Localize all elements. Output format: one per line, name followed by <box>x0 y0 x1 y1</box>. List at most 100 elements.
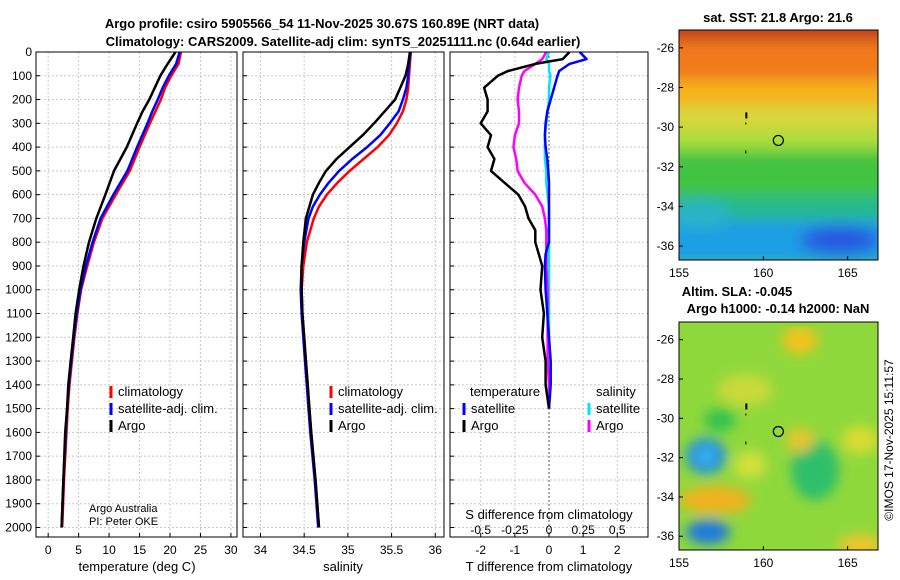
legend-t-satellite: satellite <box>471 401 515 416</box>
sst-axes-box <box>678 29 879 261</box>
y-tick-label: -30 <box>657 120 675 134</box>
y-tick-label: 1100 <box>6 307 32 321</box>
y-tick-label: 1700 <box>5 449 32 463</box>
sst-map: sat. SST: 21.8 Argo: 21.6 155 160 165 -26 -2… <box>657 10 879 280</box>
legend-t-argo: Argo <box>471 418 498 433</box>
difference-panel: -2 -1 0 1 2 -0.5 -0.25 0 0.25 0.5 temperature sal… <box>449 51 649 574</box>
argo-line <box>300 51 412 528</box>
salinity-grid <box>243 51 444 537</box>
sst-marks: 155 160 165 -26 -28 -30 -32 -34 -36 <box>657 41 858 280</box>
x-tick-label: 30 <box>224 543 238 557</box>
x-top-tick-label: 0.25 <box>571 523 595 537</box>
sla-anomaly <box>838 535 878 550</box>
sst-patch <box>800 226 878 254</box>
x-top-tick-label: -0.25 <box>501 523 529 537</box>
difference-lines <box>479 51 588 409</box>
y-tick-label: 400 <box>12 140 32 154</box>
argo-line <box>60 51 177 528</box>
float-position-marker <box>772 134 784 147</box>
sla-anomaly <box>704 408 736 432</box>
salinity-axes-box <box>242 51 445 538</box>
y-tick-label: 800 <box>12 235 32 249</box>
y-tick-label: 1800 <box>5 473 32 487</box>
float-track-mark <box>745 150 747 154</box>
salinity-ticks: 34 34.5 35 35.5 36 <box>243 51 442 557</box>
x-tick-label: 165 <box>838 556 858 570</box>
y-tick-label: 100 <box>12 69 32 83</box>
y-tick-label: -32 <box>657 160 675 174</box>
temperature-ticks: 0100200300400500600700800900100011001200… <box>5 45 238 557</box>
y-tick-label: 500 <box>12 164 32 178</box>
temperature-legend: climatology satellite-adj. clim. Argo <box>109 384 218 433</box>
y-tick-label: 900 <box>12 259 32 273</box>
sla-anomaly <box>686 520 730 544</box>
timestamp: ©IMOS 17-Nov-2025 15:11:57 <box>882 359 896 521</box>
legend-argo: Argo <box>338 418 365 433</box>
sla-axes-box <box>678 321 879 551</box>
x-top-tick-label: 0 <box>546 523 553 537</box>
x-tick-label: 160 <box>753 266 773 280</box>
sst-band <box>679 150 878 195</box>
float-track-mark <box>745 413 747 416</box>
t-satellite-line <box>543 51 588 409</box>
x-tick-label: 34.5 <box>292 543 316 557</box>
x-tick-label: 20 <box>163 543 177 557</box>
difference-axes-box <box>449 51 649 538</box>
temperature-lines <box>60 51 183 528</box>
difference-legend: temperature salinity satellite Argo sate… <box>462 384 640 433</box>
x-tick-label: 5 <box>75 543 82 557</box>
temperature-xlabel: temperature (deg C) <box>78 559 195 574</box>
x-tick-label: 160 <box>753 556 773 570</box>
temperature-panel: 0100200300400500600700800900100011001200… <box>5 45 238 574</box>
float-track-mark <box>745 122 747 125</box>
y-tick-label: 1000 <box>5 283 32 297</box>
legend-argo: Argo <box>118 418 145 433</box>
x-top-tick-label: -0.5 <box>470 523 491 537</box>
salinity-lines <box>299 51 413 528</box>
sla-anomaly <box>791 440 839 500</box>
x-tick-label: 10 <box>102 543 116 557</box>
sla-anomaly <box>717 374 773 406</box>
y-tick-label: -28 <box>657 81 675 95</box>
figure-title-line2: Climatology: CARS2009. Satellite-adj cli… <box>106 34 581 49</box>
temperature-axes-box <box>35 51 238 538</box>
difference-xlabel: T difference from climatology <box>466 559 633 574</box>
sla-anomaly <box>734 451 766 479</box>
y-tick-label: -34 <box>657 199 675 213</box>
sst-patch <box>679 201 730 229</box>
y-tick-label: -34 <box>657 490 675 504</box>
y-tick-label: 1600 <box>5 425 32 439</box>
sst-field <box>679 30 878 260</box>
credit-line1: Argo Australia <box>89 503 158 515</box>
y-tick-label: 700 <box>12 211 32 225</box>
x-tick-label: -1 <box>510 543 521 557</box>
x-tick-label: 0 <box>45 543 52 557</box>
legend-s-argo: Argo <box>596 418 623 433</box>
x-top-tick-label: 0.5 <box>609 523 626 537</box>
float-track-mark <box>745 403 748 410</box>
sla-map: Altim. SLA: -0.045 Argo h1000: -0.14 h20… <box>657 284 879 570</box>
y-tick-label: -28 <box>657 372 675 386</box>
legend-climatology: climatology <box>118 384 184 399</box>
s-satellite-line <box>543 51 552 409</box>
difference-ticks: -2 -1 0 1 2 -0.5 -0.25 0 0.25 0.5 <box>450 51 626 557</box>
x-tick-label: 1 <box>580 543 587 557</box>
sla-anomaly <box>782 326 818 354</box>
sla-map-subtitle: Argo h1000: -0.14 h2000: NaN <box>687 301 870 316</box>
credit-line2: PI: Peter OKE <box>89 516 158 528</box>
sst-map-title: sat. SST: 21.8 Argo: 21.6 <box>703 10 853 25</box>
y-tick-label: 1500 <box>5 402 32 416</box>
x-tick-label: 155 <box>669 266 689 280</box>
float-position-marker <box>772 425 784 438</box>
x-tick-label: 165 <box>838 266 858 280</box>
sla-anomaly <box>842 426 878 454</box>
y-tick-label: -26 <box>657 41 675 55</box>
y-tick-label: 1900 <box>5 497 32 511</box>
y-tick-label: -32 <box>657 451 675 465</box>
sla-anomaly <box>679 486 751 514</box>
x-tick-label: 15 <box>133 543 147 557</box>
legend-climatology: climatology <box>338 384 404 399</box>
y-tick-label: 300 <box>12 116 32 130</box>
salinity-legend: climatology satellite-adj. clim. Argo <box>329 384 438 433</box>
